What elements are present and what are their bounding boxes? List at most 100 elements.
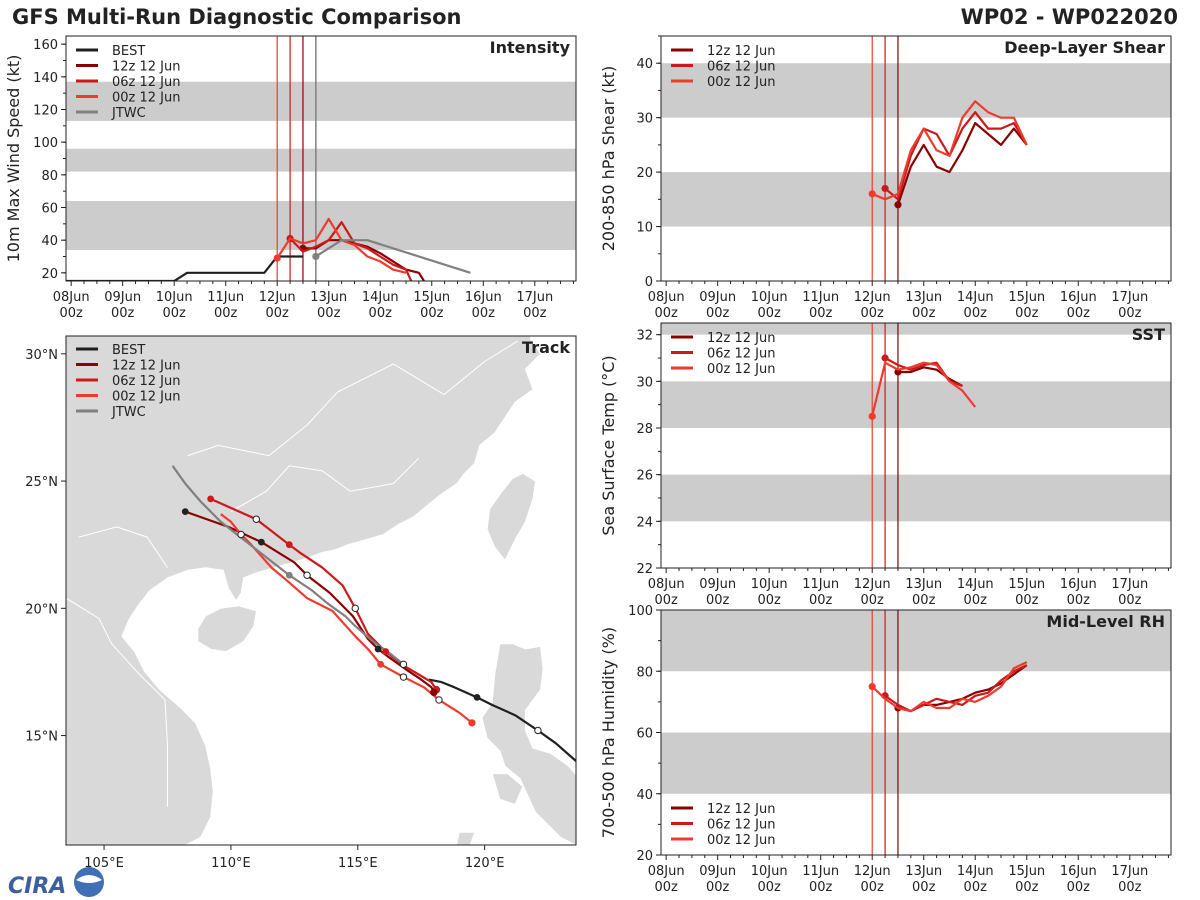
intensity-panel: 2040608010012014016008Jun00z09Jun00z10Ju… [4, 35, 577, 321]
y-tick-label: 160 [33, 38, 58, 53]
x-tick-label-hour: 00z [964, 880, 988, 895]
shade-band [66, 148, 576, 172]
x-tick-label-day: 11Jun [802, 864, 839, 879]
y-tick-label: 140 [33, 71, 58, 86]
shade-band [66, 81, 576, 121]
legend-label: 06z 12 Jun [707, 347, 776, 362]
x-tick-label-hour: 00z [111, 306, 135, 321]
map-area [66, 336, 576, 845]
x-tick-label-hour: 00z [654, 880, 678, 895]
legend-label: 12z 12 Jun [112, 60, 181, 75]
legend-label: 06z 12 Jun [707, 818, 776, 833]
series-line-jtwc [315, 239, 471, 274]
shade-band [661, 610, 1171, 672]
border-line [187, 340, 518, 457]
legend-label: JTWC [111, 405, 146, 420]
y-axis-label: 10m Max Wind Speed (kt) [4, 55, 23, 263]
logo-text: CIRA [8, 874, 66, 899]
lat-tick-label: 15°N [25, 730, 58, 745]
panel-title: Deep-Layer Shear [1004, 38, 1165, 57]
x-tick-label-hour: 00z [757, 306, 781, 321]
rh-panel: 2040608010008Jun00z09Jun00z10Jun00z11Jun… [599, 604, 1172, 895]
y-tick-label: 32 [636, 329, 653, 344]
x-tick-label-day: 11Jun [802, 577, 839, 592]
track-point-open [399, 660, 408, 669]
y-tick-label: 40 [636, 57, 653, 72]
y-tick-label: 30 [636, 112, 653, 127]
hainan-island [197, 605, 257, 653]
palawan-island [456, 831, 476, 845]
shade-band [661, 474, 1171, 522]
shade-band [661, 63, 1171, 118]
track-point-open [303, 571, 311, 579]
x-tick-label-day: 10Jun [751, 577, 788, 592]
x-tick-label-hour: 00z [757, 593, 781, 608]
track-point-filled [257, 538, 265, 546]
x-tick-label-day: 16Jun [465, 290, 502, 305]
shade-band [661, 732, 1171, 794]
shear-panel: 01020304008Jun00z09Jun00z10Jun00z11Jun00… [599, 35, 1172, 321]
series-start-point-run00 [273, 254, 281, 262]
x-tick-label-hour: 00z [1015, 306, 1039, 321]
logo-swirl [76, 875, 102, 883]
series-line-run00 [871, 100, 1028, 201]
track-line-jtwc [171, 465, 405, 666]
y-tick-label: 60 [41, 202, 58, 217]
x-tick-label-hour: 00z [1118, 593, 1142, 608]
x-tick-label-hour: 00z [964, 306, 988, 321]
x-tick-label-day: 12Jun [854, 864, 891, 879]
x-tick-label-day: 15Jun [1008, 577, 1045, 592]
legend-label: 06z 12 Jun [112, 75, 181, 90]
legend-label: 12z 12 Jun [707, 802, 776, 817]
x-tick-label-hour: 00z [266, 306, 290, 321]
x-tick-label-day: 15Jun [413, 290, 450, 305]
panel-title: SST [1132, 325, 1165, 344]
series-line-run06 [884, 111, 1028, 201]
x-tick-label-day: 08Jun [648, 864, 685, 879]
track-point-filled [207, 495, 215, 503]
x-tick-label-hour: 00z [420, 306, 444, 321]
x-tick-label-hour: 00z [861, 880, 885, 895]
x-tick-label-day: 14Jun [957, 864, 994, 879]
x-tick-label-hour: 00z [1015, 880, 1039, 895]
plot-frame [660, 322, 1172, 569]
track-point-open [435, 696, 443, 704]
plot-area [661, 36, 1171, 281]
luzon-island [481, 643, 576, 845]
x-tick-label-day: 14Jun [957, 290, 994, 305]
series-line-run06 [289, 221, 413, 281]
x-tick-label-day: 09Jun [699, 577, 736, 592]
x-tick-label-day: 12Jun [259, 290, 296, 305]
series-line-run00 [871, 661, 1028, 713]
y-tick-label: 100 [628, 604, 653, 619]
y-axis-label: Sea Surface Temp (°C) [599, 355, 618, 535]
plot-frame [660, 35, 1172, 282]
track-point-filled [382, 648, 390, 655]
x-tick-label-day: 16Jun [1060, 577, 1097, 592]
x-tick-label-hour: 00z [706, 880, 730, 895]
x-tick-label-hour: 00z [214, 306, 238, 321]
x-tick-label-hour: 00z [317, 306, 341, 321]
x-tick-label-day: 10Jun [156, 290, 193, 305]
series-start-point-run00 [868, 190, 876, 198]
lat-tick-label: 20°N [25, 602, 58, 617]
track-point-filled [473, 693, 481, 701]
legend-label: BEST [112, 343, 145, 358]
x-tick-label-hour: 00z [964, 593, 988, 608]
mindoro-island [491, 773, 524, 805]
x-tick-label-day: 16Jun [1060, 864, 1097, 879]
series-start-point-run06 [881, 184, 889, 193]
panel-title: Track [522, 338, 570, 357]
x-tick-label-hour: 00z [472, 306, 496, 321]
series-start-point-run00 [868, 412, 876, 420]
track-panel: 105°E 110°E 115°E 120°E 15°N 20°N 25°N 30°N Trac… [25, 335, 577, 871]
x-tick-label-hour: 00z [1118, 880, 1142, 895]
x-tick-label-day: 17Jun [1111, 290, 1148, 305]
mainland-land [66, 336, 542, 845]
border-line [78, 526, 168, 568]
border-line [230, 457, 420, 513]
y-tick-label: 22 [636, 562, 653, 577]
x-tick-label-hour: 00z [162, 306, 186, 321]
track-point-open [252, 515, 260, 523]
